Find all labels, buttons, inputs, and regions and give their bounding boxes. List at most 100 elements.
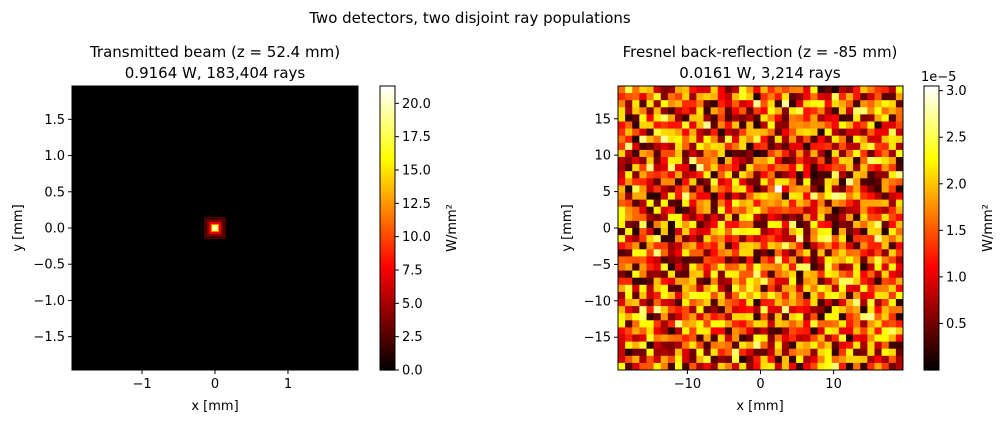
heatmap-cell [874, 171, 883, 179]
heatmap-cell [789, 192, 797, 200]
colorbar-tick-label: 0.5 [946, 317, 967, 332]
heatmap-cell [881, 263, 890, 271]
heatmap-cell [881, 362, 890, 371]
heatmap-cell [618, 192, 626, 200]
heatmap-cell [717, 355, 726, 364]
heatmap-cell [817, 114, 826, 122]
heatmap-cell [732, 355, 740, 364]
heatmap-cell [717, 199, 726, 208]
heatmap-cell [675, 362, 683, 371]
heatmap-cell [774, 299, 783, 307]
suptitle: Two detectors, two disjoint ray populati… [308, 9, 631, 27]
colorbar-swatch [924, 247, 939, 251]
heatmap-cell [625, 220, 633, 229]
heatmap-cell [860, 228, 868, 236]
heatmap-cell [682, 135, 690, 144]
heatmap-cell [888, 93, 897, 101]
heatmap-cell [803, 235, 811, 243]
heatmap-cell [739, 128, 747, 137]
colorbar-swatch [924, 283, 939, 287]
heatmap-cell [846, 107, 854, 115]
heatmap-cell [874, 256, 883, 264]
heatmap-cell [867, 121, 875, 129]
heatmap-cell [789, 341, 797, 350]
heatmap-cell [625, 157, 633, 165]
heatmap-cell [717, 228, 726, 236]
heatmap-cell [881, 249, 890, 257]
heatmap-cell [781, 313, 790, 321]
heatmap-cell [682, 228, 690, 236]
heatmap-cell [753, 362, 761, 371]
heatmap-cell [867, 149, 875, 158]
heatmap-cell [618, 149, 626, 158]
heatmap-cell [895, 114, 904, 122]
heatmap-cell [831, 242, 840, 250]
heatmap-cell [618, 206, 626, 215]
colorbar-swatch [380, 210, 395, 214]
colorbar-swatch [924, 239, 939, 242]
heatmap-cell [789, 334, 797, 342]
heatmap-cell [846, 313, 854, 321]
heatmap-cell [774, 235, 783, 243]
heatmap-cell [753, 178, 761, 186]
colorbar-swatch [924, 219, 939, 222]
heatmap-cell [888, 135, 897, 144]
heatmap-cell [817, 206, 826, 215]
heatmap-cell [739, 206, 747, 215]
heatmap-cell [824, 348, 833, 357]
heatmap-cell [618, 242, 626, 250]
heatmap-cell [803, 93, 811, 101]
colorbar-swatch [924, 103, 939, 107]
heatmap-cell [881, 277, 890, 286]
heatmap-cell [760, 235, 769, 243]
heatmap-cell [860, 128, 868, 137]
heatmap-cell [846, 228, 854, 236]
heatmap-cell [781, 320, 790, 328]
colorbar-swatch [924, 263, 939, 267]
heatmap-cell [881, 256, 890, 264]
heatmap-cell [774, 220, 783, 229]
heatmap-cell [774, 171, 783, 179]
colorbar-swatch [924, 310, 939, 313]
colorbar-swatch [380, 241, 395, 245]
y-tick-label: −1.5 [33, 330, 65, 345]
heatmap-cell [888, 157, 897, 165]
heatmap-cell [703, 256, 712, 264]
heatmap-cell [867, 256, 875, 264]
heatmap-cell [767, 86, 776, 94]
heatmap-cell [895, 86, 904, 94]
colorbar-swatch [924, 327, 939, 331]
colorbar-swatch [924, 94, 939, 98]
heatmap-cell [746, 100, 754, 108]
heatmap-cell [803, 313, 811, 321]
heatmap-cell [710, 299, 719, 307]
heatmap-cell [831, 107, 840, 115]
heatmap-cell [867, 284, 875, 293]
colorbar-swatch [924, 281, 939, 285]
heatmap-cell [846, 100, 854, 108]
heatmap-cell [724, 263, 733, 271]
heatmap-cell [803, 277, 811, 286]
heatmap-cell [760, 185, 769, 193]
heatmap-cell [810, 107, 818, 115]
heatmap-cell [710, 306, 719, 314]
heatmap-cell [867, 171, 875, 179]
heatmap-cell [831, 284, 840, 293]
heatmap-cell [675, 185, 683, 193]
heatmap-cell [824, 291, 833, 300]
heatmap-cell [703, 235, 712, 243]
heatmap-cell [767, 100, 776, 108]
heatmap-cell [618, 327, 626, 335]
heatmap-cell [639, 185, 647, 193]
heatmap-cell [846, 157, 854, 165]
heatmap-cell [817, 128, 826, 137]
heatmap-cell [846, 93, 854, 101]
heatmap-cell [846, 355, 854, 364]
heatmap-cell [895, 341, 904, 350]
heatmap-cell [803, 192, 811, 200]
heatmap-cell [817, 86, 826, 94]
heatmap-cell [710, 284, 719, 293]
heatmap-cell [653, 263, 662, 271]
heatmap-cell [717, 348, 726, 357]
heatmap-cell [803, 355, 811, 364]
